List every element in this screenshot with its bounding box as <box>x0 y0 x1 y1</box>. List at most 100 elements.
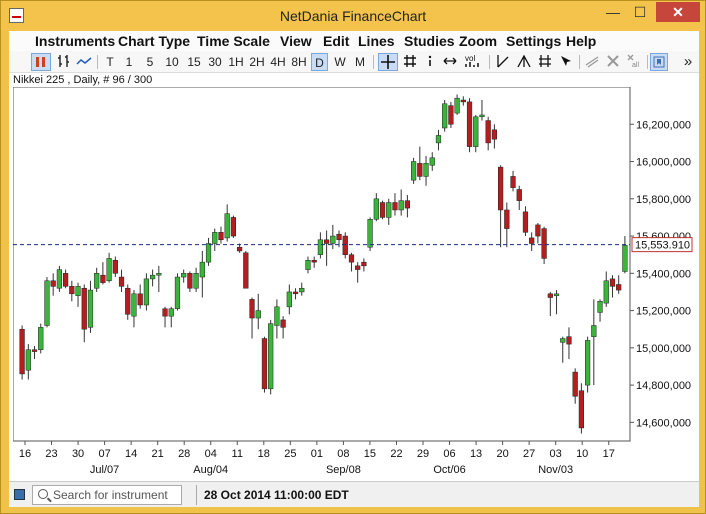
maximize-button[interactable]: ☐ <box>633 4 647 20</box>
interval-daily[interactable]: D <box>311 53 328 71</box>
candle-up <box>75 286 81 296</box>
trendline-icon[interactable] <box>494 53 512 71</box>
menu-settings[interactable]: Settings <box>506 33 562 49</box>
toolbar-separator <box>97 55 98 69</box>
x-tick-label: 15 <box>364 448 376 460</box>
x-tick-label: 16 <box>19 448 31 460</box>
candles-icon[interactable] <box>31 53 51 71</box>
candle-up <box>553 293 560 296</box>
candle-down <box>50 280 56 287</box>
candle-down <box>355 265 361 270</box>
x-month-label: Oct/06 <box>433 464 465 476</box>
interval-weekly[interactable]: W <box>334 55 346 69</box>
ohlc-bars-icon[interactable] <box>55 53 73 71</box>
candle-up <box>584 340 591 386</box>
x-tick-label: 23 <box>45 448 57 460</box>
candle-down <box>236 246 243 252</box>
interval-4-hour[interactable]: 4H <box>270 55 286 69</box>
interval-1-minute[interactable]: 1 <box>125 55 133 69</box>
y-tick-label: 15,200,000 <box>636 306 691 318</box>
info-icon[interactable] <box>422 53 438 71</box>
menu-lines[interactable]: Lines <box>358 33 395 49</box>
candle-down <box>460 99 466 103</box>
x-tick-label: 06 <box>443 448 455 460</box>
instrument-header: Nikkei 225 , Daily, # 96 / 300 <box>13 74 153 86</box>
menu-time-scale[interactable]: Time Scale <box>197 33 270 49</box>
interval-1-hour[interactable]: 1H <box>228 55 244 69</box>
menu-edit[interactable]: Edit <box>323 33 350 49</box>
fib-icon[interactable] <box>536 53 554 71</box>
x-tick-label: 18 <box>258 448 270 460</box>
instrument-color-swatch[interactable] <box>14 489 25 500</box>
candle-down <box>261 338 268 390</box>
close-button[interactable]: ✕ <box>656 2 700 22</box>
interval-2-hour[interactable]: 2H <box>249 55 265 69</box>
menu-zoom[interactable]: Zoom <box>459 33 498 49</box>
interval-8-hour[interactable]: 8H <box>291 55 307 69</box>
y-tick-label: 14,800,000 <box>636 380 691 392</box>
draw-icon[interactable] <box>583 53 601 71</box>
x-tick-label: 13 <box>470 448 482 460</box>
remove-all-icon[interactable]: all <box>625 53 643 71</box>
delete-icon[interactable] <box>604 53 622 71</box>
candle-up <box>622 245 628 272</box>
search-icon <box>38 489 48 499</box>
plot-area <box>13 87 631 442</box>
candle-down <box>504 209 510 229</box>
candle-down <box>323 239 330 244</box>
candle-up <box>597 301 603 313</box>
interval-tick[interactable]: T <box>106 55 114 69</box>
interval-15-minute[interactable]: 15 <box>187 55 201 69</box>
search-input[interactable] <box>53 487 178 503</box>
more-icon[interactable]: » <box>683 53 693 70</box>
candle-down <box>112 260 118 274</box>
status-datetime: 28 Oct 2014 11:00:00 EDT <box>204 488 349 502</box>
ray-icon[interactable] <box>515 53 533 71</box>
candle-up <box>156 273 162 276</box>
search-box[interactable] <box>32 485 182 505</box>
candle-down <box>218 232 224 241</box>
interval-monthly[interactable]: M <box>355 55 365 69</box>
menu-instruments[interactable]: Instruments <box>35 33 116 49</box>
line-chart-icon[interactable] <box>75 53 93 71</box>
y-tick-label: 16,000,000 <box>636 157 691 169</box>
candle-down <box>311 260 317 263</box>
current-price-label: 15,553.910 <box>635 240 690 252</box>
x-tick-label: 30 <box>72 448 84 460</box>
x-tick-label: 03 <box>550 448 562 460</box>
bookmark-icon[interactable] <box>650 53 668 71</box>
crosshair-icon[interactable] <box>378 53 398 71</box>
cursor-icon[interactable] <box>557 53 575 71</box>
candle-up <box>131 293 137 317</box>
x-month-label: Sep/08 <box>326 464 361 476</box>
menu-studies[interactable]: Studies <box>404 33 455 49</box>
candle-down <box>392 202 398 211</box>
grid-icon[interactable] <box>401 53 419 71</box>
interval-30-minute[interactable]: 30 <box>208 55 222 69</box>
chart-panel[interactable]: Nikkei 225 , Daily, # 96 / 300 16,200,00… <box>9 73 699 481</box>
candle-up <box>560 338 566 343</box>
app-icon <box>9 8 24 23</box>
menu-chart-type[interactable]: Chart Type <box>118 33 191 49</box>
candle-up <box>423 163 429 177</box>
candle-down <box>280 319 286 328</box>
candle-up <box>255 310 261 319</box>
candle-down <box>572 371 578 397</box>
interval-10-minute[interactable]: 10 <box>165 55 179 69</box>
candle-down <box>566 336 572 345</box>
interval-5-minute[interactable]: 5 <box>146 55 154 69</box>
candle-down <box>379 202 386 218</box>
candle-up <box>274 306 280 326</box>
pan-icon[interactable] <box>441 53 459 71</box>
menu-view[interactable]: View <box>280 33 312 49</box>
candle-up <box>367 219 373 248</box>
title-bar[interactable]: NetDania FinanceChart — ☐ ✕ <box>1 1 705 31</box>
menu-help[interactable]: Help <box>566 33 597 49</box>
minimize-button[interactable]: — <box>606 4 620 20</box>
candle-down <box>62 273 69 287</box>
price-chart[interactable]: 16,200,00016,000,00015,800,00015,600,000… <box>13 87 699 479</box>
toolbar-separator <box>647 55 648 69</box>
volume-icon[interactable]: vol <box>462 53 484 71</box>
candle-down <box>547 293 553 298</box>
candle-up <box>435 135 442 144</box>
